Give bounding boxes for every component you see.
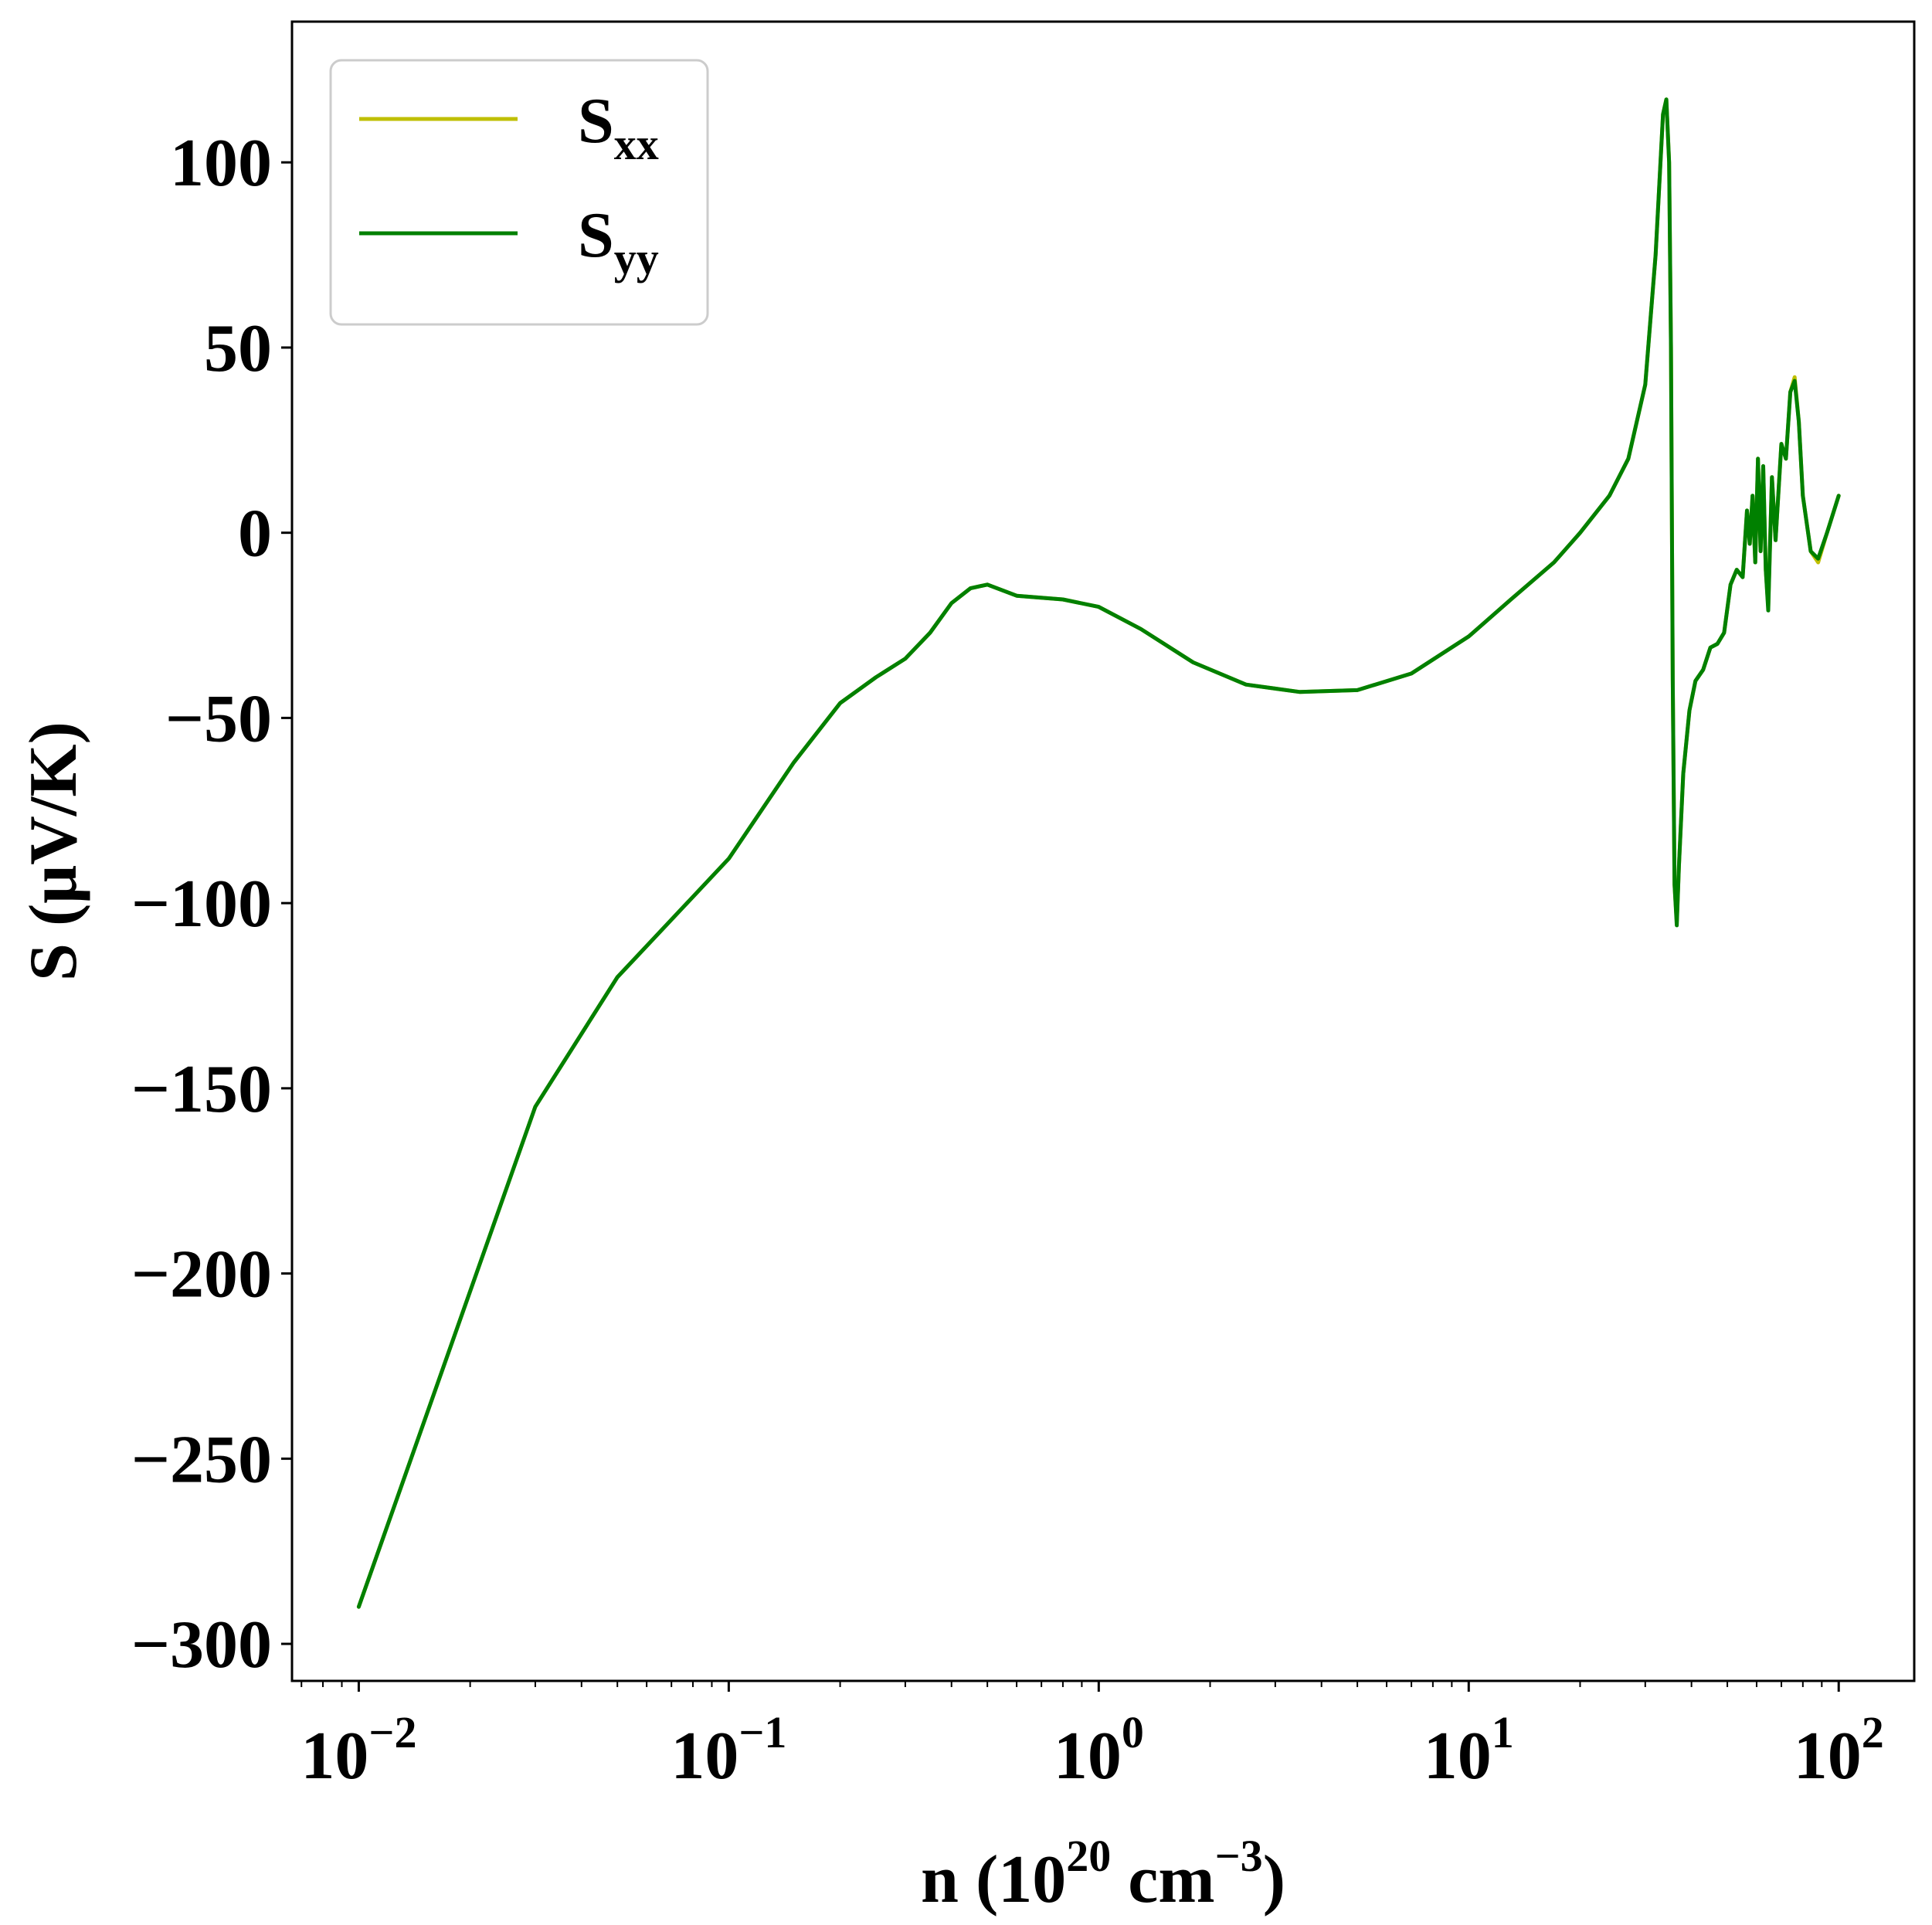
plot-frame (290, 20, 1916, 1682)
y-tick-label: 0 (238, 497, 272, 572)
legend-label-sxx: Sxx (578, 85, 659, 169)
y-tick-label: −50 (165, 681, 272, 756)
x-tick-label: 10−1 (671, 1707, 786, 1794)
series-layer (356, 97, 1841, 1609)
x-axis-ticks: 10−2 10−1 100 101 102 (300, 1681, 1884, 1794)
y-tick-label: 50 (204, 311, 272, 386)
y-axis-title: S (μV/K) (16, 721, 91, 981)
y-tick-label: 100 (170, 126, 272, 201)
x-tick-label: 101 (1424, 1707, 1514, 1794)
series-line-syy (356, 97, 1841, 1609)
y-tick-label: −250 (131, 1422, 272, 1497)
legend-box (329, 59, 709, 326)
y-tick-label: −150 (131, 1052, 272, 1127)
x-tick-label: 10−2 (300, 1707, 416, 1794)
legend: Sxx Syy (329, 59, 709, 326)
x-tick-label: 100 (1054, 1707, 1144, 1794)
y-axis-ticks: 100 50 0 −50 −100 −150 −200 −250 −300 (131, 126, 292, 1682)
y-tick-label: −300 (131, 1608, 272, 1682)
y-tick-label: −100 (131, 867, 272, 942)
x-axis-title: n (1020 cm−3) (921, 1831, 1285, 1917)
y-tick-label: −200 (131, 1238, 272, 1312)
legend-label-syy: Syy (578, 199, 659, 283)
x-tick-label: 102 (1794, 1707, 1884, 1794)
